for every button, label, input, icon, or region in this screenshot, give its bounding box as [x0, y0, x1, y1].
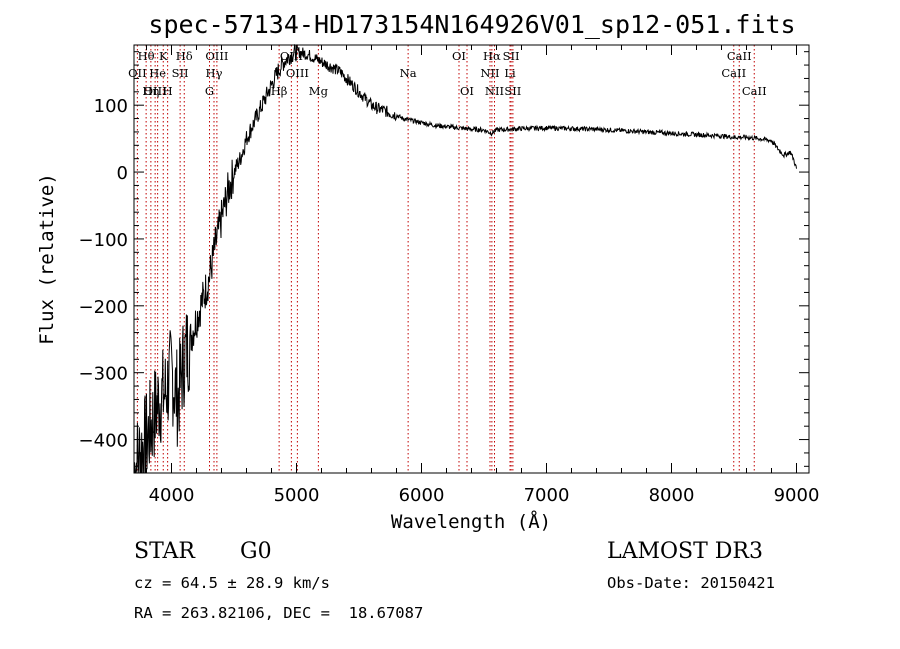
y-axis: −400 −300 −200 −100 0 100: [79, 51, 809, 467]
spectral-line-label: OII: [128, 66, 147, 80]
spectral-line-label: CaII: [742, 84, 767, 98]
spectral-line-label: CaII: [721, 66, 746, 80]
spectral-line-label: Mg: [309, 84, 329, 98]
coordinates: RA = 263.82106, DEC = 18.67087: [134, 604, 424, 622]
series-layer: [133, 43, 797, 474]
spectral-line-label: K: [159, 49, 168, 63]
redshift-readout: cz = 64.5 ± 28.9 km/s: [134, 574, 330, 592]
y-tick-label: −100: [79, 230, 128, 251]
spectral-line-label: OIII: [144, 84, 167, 98]
y-tick-label: −300: [79, 364, 128, 385]
spectral-line-label: H: [163, 84, 173, 98]
spectral-line-label: He: [149, 66, 166, 80]
y-tick-label: −400: [79, 431, 128, 452]
spectral-line-label: Hη: [142, 84, 159, 98]
spectral-line-label: OIII: [205, 49, 228, 63]
obs-date: Obs-Date: 20150421: [607, 574, 775, 592]
y-tick-label: 0: [117, 163, 128, 184]
y-axis-label: Flux (relative): [36, 173, 58, 345]
object-class: STAR: [134, 539, 195, 564]
plot-frame: [133, 44, 810, 474]
spectral-line-label: OIII: [286, 66, 309, 80]
spectral-line-label: Hδ: [176, 49, 193, 63]
x-tick-label: 8000: [649, 485, 695, 506]
x-tick-label: 5000: [274, 485, 320, 506]
spectral-line-label: Hβ: [271, 84, 288, 98]
spectral-line-label: OI: [452, 49, 466, 63]
spectral-line-label: Hγ: [206, 66, 223, 80]
x-tick-label: 4000: [149, 485, 195, 506]
x-axis: 4000 5000 6000 7000 8000 9000: [146, 45, 820, 506]
x-tick-label: 7000: [524, 485, 570, 506]
spectral-line-label: NII: [480, 66, 499, 80]
spectral-line-label: SII: [504, 84, 521, 98]
y-tick-label: 100: [94, 96, 128, 117]
x-axis-label: Wavelength (Å): [391, 510, 551, 533]
spectral-line-label: Na: [400, 66, 417, 80]
chart-title: spec-57134-HD173154N164926V01_sp12-051.f…: [148, 10, 795, 39]
spectral-line-label: CaII: [727, 49, 752, 63]
spectral-line-label: SII: [172, 66, 189, 80]
subclass: G0: [240, 539, 272, 564]
spectrum-line: [133, 43, 797, 474]
spectral-line-label: Hθ: [138, 49, 155, 63]
y-tick-label: −200: [79, 297, 128, 318]
spectral-line-markers: [136, 45, 755, 473]
x-tick-label: 9000: [774, 485, 820, 506]
spectral-line-label: NII: [485, 84, 504, 98]
spectral-line-label: G: [205, 84, 214, 98]
spectral-line-label: Hα: [483, 49, 501, 63]
survey-name: LAMOST DR3: [607, 539, 763, 564]
x-tick-label: 6000: [399, 485, 445, 506]
spectral-line-label: OI: [460, 84, 474, 98]
spectral-line-label: SII: [503, 49, 520, 63]
spectral-line-label: Li: [504, 66, 516, 80]
